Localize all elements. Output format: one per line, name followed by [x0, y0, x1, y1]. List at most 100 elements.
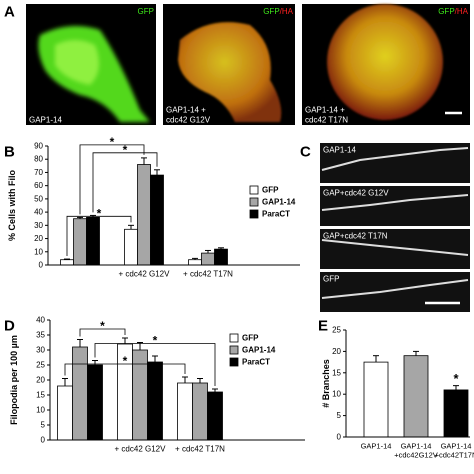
- y-tick-label: 90: [34, 142, 43, 151]
- bar: [124, 228, 138, 266]
- image-label: GFP: [323, 275, 339, 284]
- y-tick-label: 40: [36, 316, 45, 325]
- legend-swatch: [249, 185, 259, 195]
- y-tick-label: 10: [34, 247, 43, 256]
- bar: [86, 216, 100, 266]
- significance-label: *: [153, 334, 158, 348]
- x-tick-label: + cdc42 T17N: [175, 445, 225, 454]
- significance-label: *: [123, 354, 128, 368]
- y-axis-label: # Branches: [321, 359, 331, 408]
- cell: [327, 4, 443, 120]
- channel-label-part: /HA: [280, 7, 294, 16]
- bar: [188, 259, 202, 266]
- dendrite: [321, 279, 469, 299]
- y-tick-label: 10: [36, 406, 45, 415]
- image-label: GAP+cdc42 G12V: [323, 189, 389, 198]
- y-tick-label: 0: [41, 436, 46, 445]
- image-label: GAP+cdc42 T17N: [323, 232, 388, 241]
- bar: [177, 382, 193, 441]
- bar: [214, 248, 228, 266]
- y-tick-label: 5: [337, 411, 342, 420]
- panel-letter: D: [4, 318, 15, 335]
- panel-letter: E: [318, 318, 328, 335]
- bar: [403, 355, 429, 438]
- channel-label: GFP: [138, 7, 154, 16]
- significance-label: *: [110, 135, 115, 149]
- x-tick-label: + cdc42 G12V: [115, 445, 167, 454]
- x-tick-label: +cdc42T17N: [435, 451, 474, 460]
- bar: [132, 349, 148, 441]
- bar: [73, 218, 87, 266]
- bar: [87, 364, 103, 441]
- legend-label: GAP1-14: [242, 346, 276, 355]
- x-tick-label: GAP1-14: [361, 442, 392, 451]
- y-tick-label: 0: [337, 433, 342, 442]
- dendrite: [321, 147, 469, 171]
- y-tick-label: 30: [36, 346, 45, 355]
- significance-label: *: [453, 371, 459, 386]
- x-tick-label: GAP1-14: [401, 442, 432, 451]
- y-tick-label: 30: [34, 221, 43, 230]
- channel-label: GFP/HA: [438, 7, 468, 16]
- bar: [363, 361, 389, 438]
- y-tick-label: 50: [34, 194, 43, 203]
- bar: [72, 346, 88, 441]
- bar: [137, 164, 151, 266]
- y-tick-label: 0: [39, 261, 44, 270]
- legend-label: GAP1-14: [262, 198, 296, 207]
- y-tick-label: 25: [332, 326, 341, 335]
- y-tick-label: 15: [332, 368, 341, 377]
- x-tick-label: + cdc42 G12V: [119, 270, 171, 279]
- channel-label-part: GFP: [263, 7, 279, 16]
- significance-bracket: [64, 363, 186, 376]
- significance-label: *: [97, 206, 102, 220]
- image-label: cdc42 T17N: [305, 116, 348, 125]
- y-tick-label: 5: [41, 421, 46, 430]
- channel-label: GFP/HA: [263, 7, 293, 16]
- dendrite-images: [320, 143, 470, 312]
- y-tick-label: 60: [34, 181, 43, 190]
- panel-letter: A: [4, 4, 15, 21]
- legend-swatch: [229, 333, 239, 343]
- x-tick-label: GAP1-14: [441, 442, 472, 451]
- cell: [178, 22, 282, 123]
- significance-bracket: [66, 215, 132, 257]
- significance-bracket: [92, 152, 158, 213]
- micrograph: [320, 186, 470, 226]
- bar: [207, 391, 223, 441]
- channel-label-part: GFP: [438, 7, 454, 16]
- significance-label: *: [100, 319, 105, 333]
- bar: [192, 382, 208, 441]
- bar: [60, 259, 74, 266]
- y-tick-label: 40: [34, 208, 43, 217]
- legend-label: ParaCT: [262, 210, 290, 219]
- y-tick-label: 80: [34, 155, 43, 164]
- micrograph: [320, 229, 470, 269]
- y-tick-label: 20: [36, 376, 45, 385]
- x-tick-label: +cdc42G12V: [394, 451, 438, 460]
- significance-bracket: [79, 328, 126, 337]
- y-tick-label: 25: [36, 361, 45, 370]
- y-tick-label: 10: [332, 390, 341, 399]
- bar: [201, 252, 215, 266]
- legend-swatch: [229, 357, 239, 367]
- image-label: GAP1-14: [29, 116, 62, 125]
- y-axis-label: Filopodia per 100 µm: [9, 335, 19, 425]
- legend-label: GFP: [242, 334, 259, 343]
- image-label: GAP1-14 +: [166, 106, 206, 115]
- y-tick-label: 20: [34, 234, 43, 243]
- significance-bracket: [79, 144, 145, 215]
- legend-label: ParaCT: [242, 358, 270, 367]
- dendrite: [321, 239, 469, 256]
- channel-label-part: /HA: [455, 7, 469, 16]
- bar: [150, 174, 164, 266]
- x-tick-label: + cdc42 T17N: [183, 270, 233, 279]
- bar: [147, 361, 163, 441]
- legend-swatch: [249, 209, 259, 219]
- micrograph: [320, 272, 470, 312]
- y-tick-label: 35: [36, 331, 45, 340]
- significance-bracket: [94, 343, 216, 386]
- y-tick-label: 20: [332, 347, 341, 356]
- legend-swatch: [249, 197, 259, 207]
